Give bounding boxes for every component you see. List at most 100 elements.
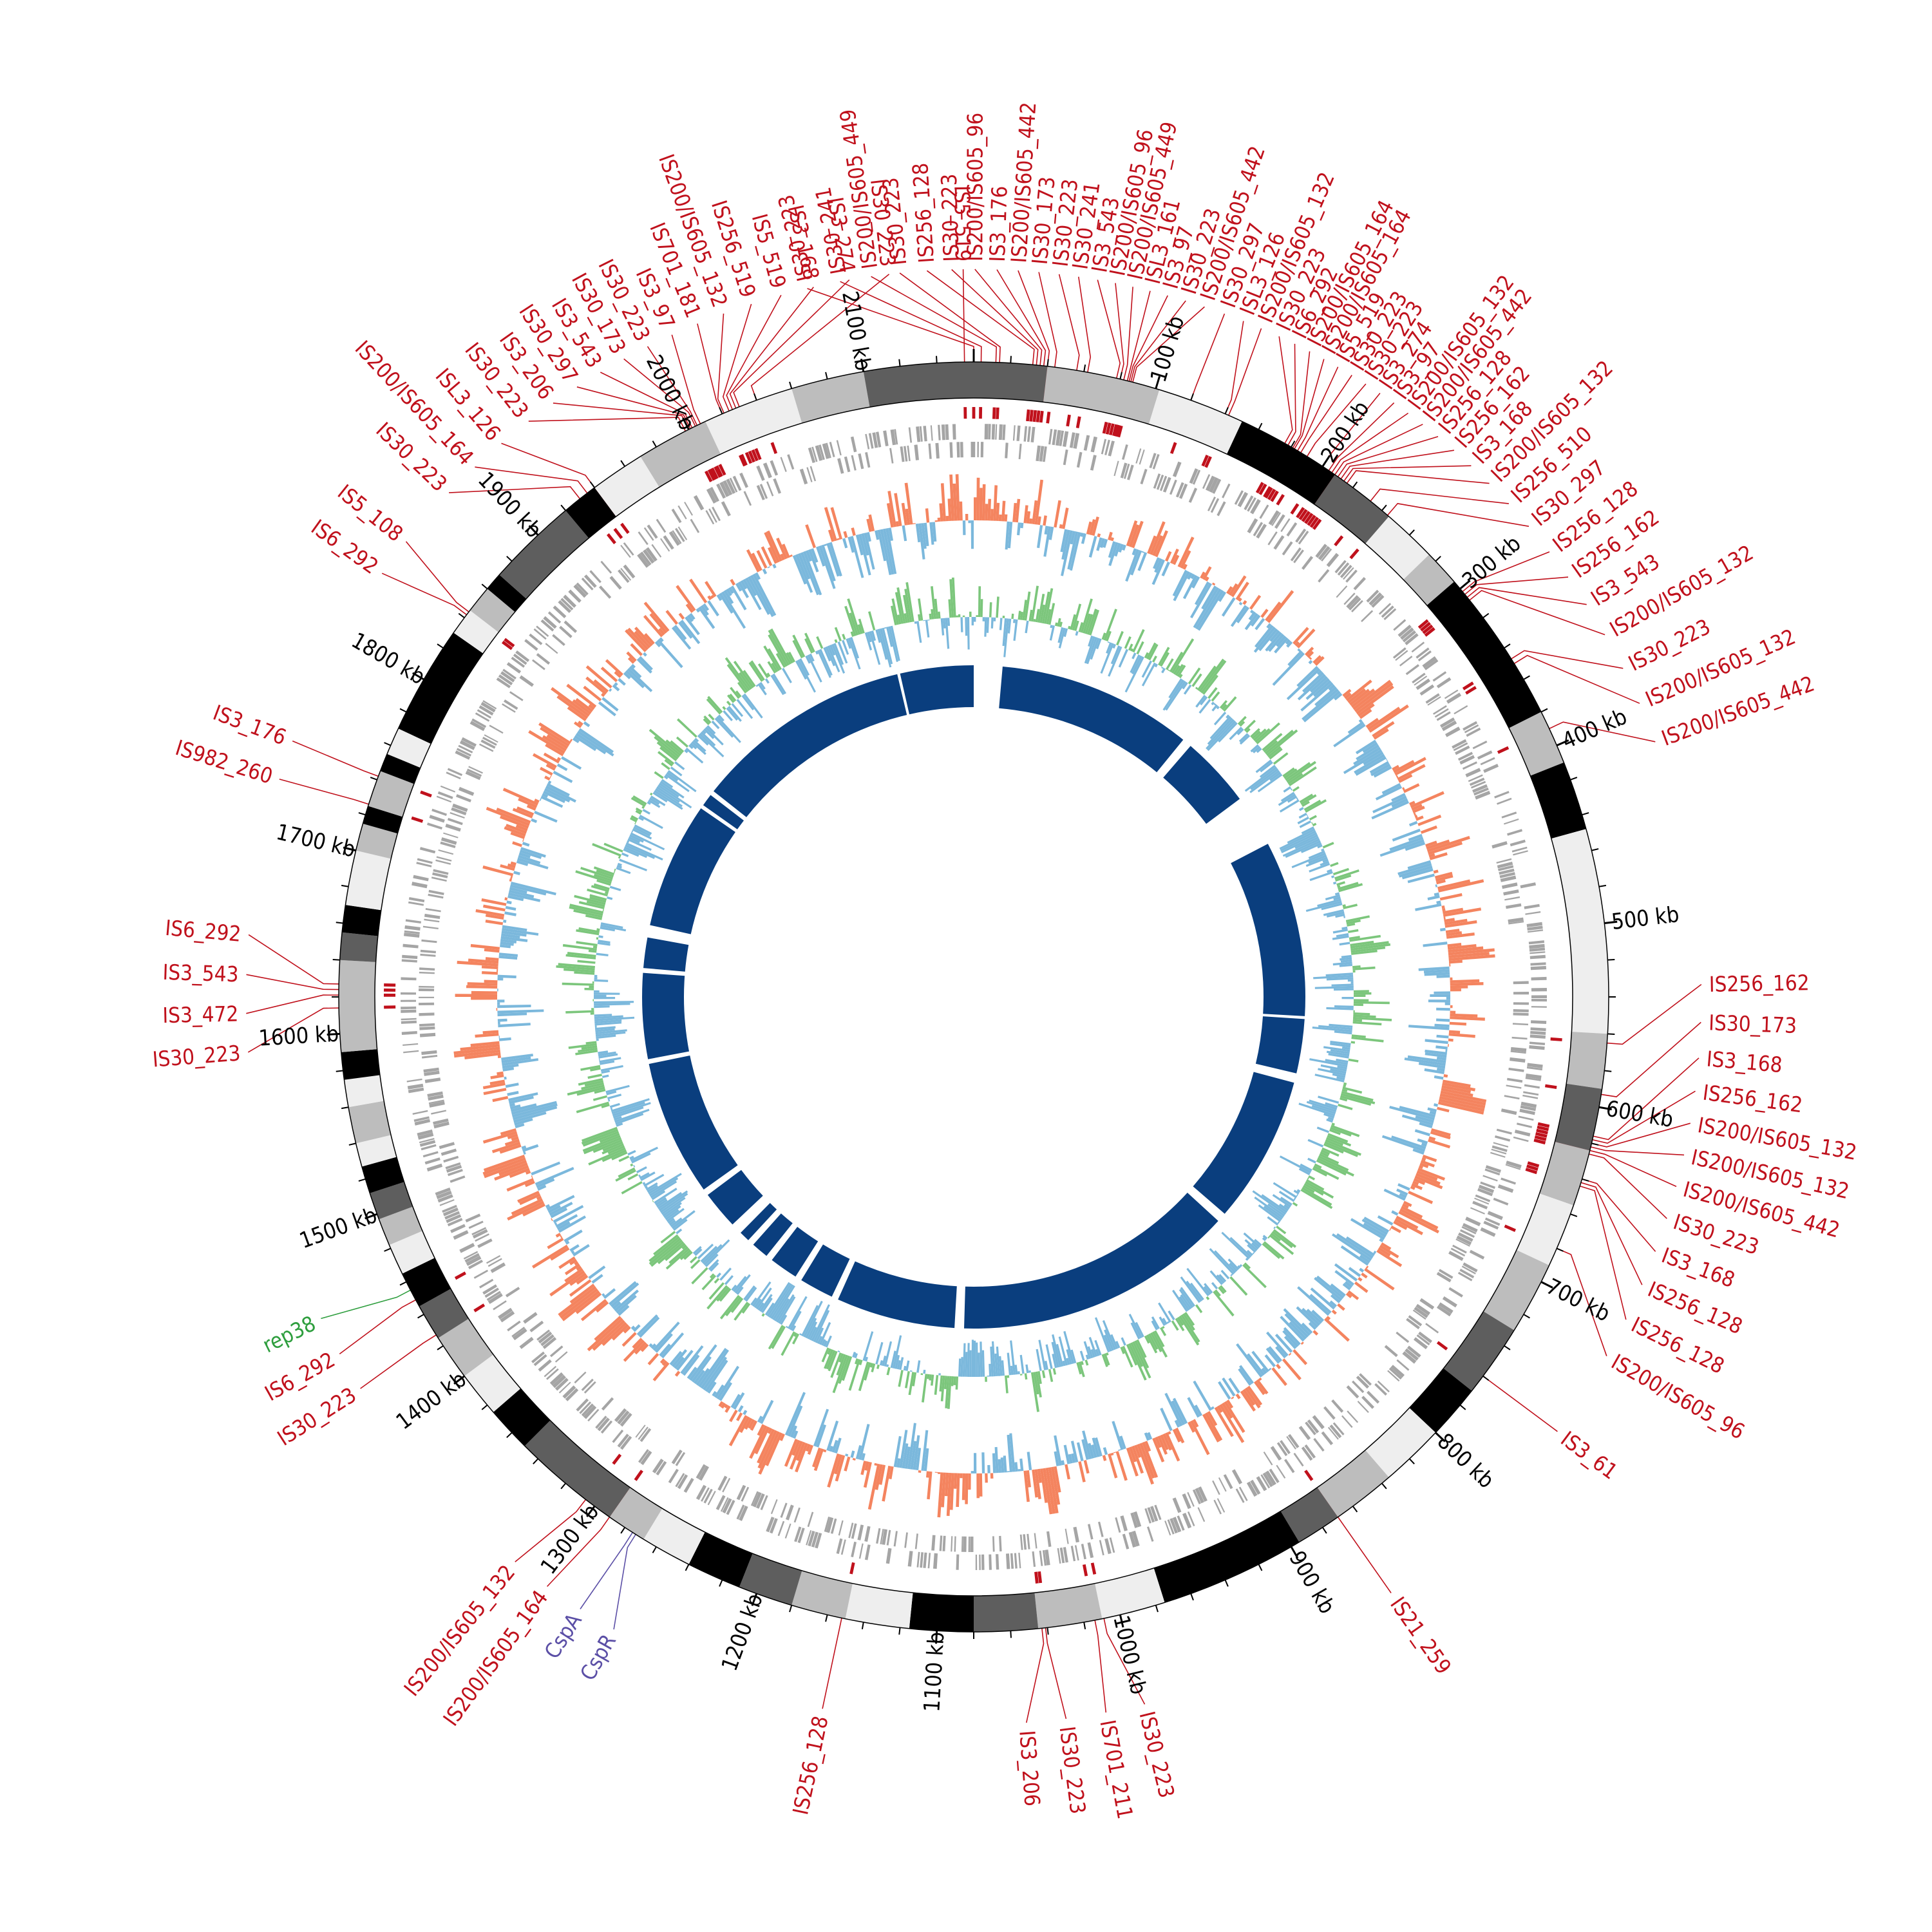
- gc-content-bar: [1343, 904, 1358, 909]
- cds-feature: [416, 862, 432, 867]
- gc-content-bar: [1186, 1267, 1209, 1296]
- cds-feature: [413, 875, 429, 882]
- is-element-mark: [1270, 490, 1279, 502]
- gc-skew-bar: [1296, 1306, 1319, 1328]
- gc-content-bar: [1251, 730, 1261, 740]
- cds-feature: [1170, 1518, 1178, 1534]
- gc-content-bar: [1289, 766, 1317, 786]
- gc-content-bar: [1219, 1285, 1227, 1293]
- gc-skew-bar: [1268, 1367, 1272, 1371]
- cds-feature: [1273, 535, 1285, 550]
- cds-feature: [545, 643, 558, 654]
- cds-feature: [851, 455, 857, 471]
- gc-skew-bar: [850, 536, 864, 578]
- gc-skew-bar: [1448, 954, 1495, 961]
- gc-skew-bar: [1401, 868, 1434, 880]
- gc-skew-bar: [1343, 749, 1383, 774]
- gc-content-bar: [1220, 1269, 1230, 1280]
- scale-tick: [365, 1213, 377, 1220]
- gc-skew-bar: [471, 997, 497, 1000]
- cds-feature: [552, 634, 565, 646]
- gc-content-bar: [1244, 719, 1256, 732]
- gc-content-bar: [834, 639, 838, 643]
- gc-content-bar: [974, 1340, 976, 1378]
- cds-feature: [1497, 797, 1512, 805]
- gc-content-bar: [1278, 1203, 1289, 1211]
- gc-skew-bar: [638, 656, 653, 671]
- gc-skew-bar: [1076, 1442, 1084, 1461]
- cds-feature: [949, 442, 953, 458]
- scale-tick: [358, 812, 366, 816]
- scale-tick: [825, 1615, 828, 1622]
- cds-feature: [617, 1410, 630, 1425]
- gc-content-bar: [761, 1297, 773, 1313]
- cds-feature: [412, 1110, 428, 1115]
- cds-feature: [1393, 619, 1406, 631]
- scale-label: 600 kb: [1604, 1095, 1676, 1133]
- cds-feature: [609, 576, 622, 590]
- gc-skew-bar: [1448, 1030, 1461, 1034]
- ideogram-band: [1227, 421, 1335, 505]
- gc-skew-bar: [845, 1454, 849, 1457]
- cds-feature: [614, 1408, 627, 1423]
- scale-tick: [1258, 1564, 1263, 1571]
- cds-feature: [1329, 1425, 1342, 1439]
- cds-feature: [1492, 841, 1508, 849]
- gc-content-bar: [702, 730, 706, 735]
- cds-feature: [1209, 477, 1219, 493]
- gc-skew-bar: [985, 504, 989, 521]
- gc-content-bar: [1024, 591, 1031, 621]
- is-element-mark: [1296, 507, 1305, 518]
- gc-skew-bar: [947, 498, 952, 521]
- gc-skew-bar: [689, 578, 708, 603]
- gc-content-bar: [660, 1231, 676, 1244]
- gc-skew-bar: [874, 1463, 878, 1466]
- is-element-mark: [1537, 1122, 1550, 1128]
- gc-skew-bar: [544, 775, 551, 781]
- cds-feature: [1340, 565, 1352, 578]
- cds-feature: [1506, 1084, 1522, 1089]
- cds-feature: [1368, 592, 1383, 606]
- gc-content-bar: [1237, 1265, 1241, 1269]
- gc-skew-bar: [1309, 676, 1328, 693]
- gc-content-bar: [940, 1376, 945, 1401]
- gc-content-bar: [627, 1150, 636, 1156]
- gc-content-bar: [1002, 616, 1005, 618]
- gc-content-bar: [1083, 1341, 1092, 1359]
- gc-skew-bar: [921, 523, 927, 549]
- gc-skew-bar: [1368, 704, 1409, 733]
- cds-feature: [639, 551, 652, 566]
- gc-content-bar: [895, 1354, 900, 1369]
- gc-content-bar: [918, 598, 923, 621]
- gc-skew-bar: [1443, 916, 1446, 920]
- gc-skew-bar: [513, 1112, 547, 1123]
- gc-content-bar: [598, 940, 611, 944]
- gc-content-bar: [583, 1137, 621, 1155]
- gc-skew-bar: [1312, 1330, 1319, 1336]
- gc-skew-bar: [990, 1473, 994, 1479]
- gc-skew-bar: [1019, 1458, 1024, 1472]
- gc-content-bar: [591, 1008, 594, 1010]
- gc-content-bar: [1309, 862, 1331, 873]
- gc-skew-bar: [558, 1215, 586, 1233]
- cds-feature: [450, 1224, 466, 1233]
- gc-content-bar: [1255, 759, 1272, 773]
- gc-content-bar: [568, 1043, 597, 1049]
- gc-content-bar: [1106, 630, 1112, 641]
- gc-content-bar: [1342, 1086, 1363, 1094]
- is-element-mark: [1533, 1139, 1546, 1145]
- cds-feature: [638, 1426, 649, 1440]
- gc-content-bar: [714, 717, 734, 738]
- gc-content-bar: [1245, 728, 1251, 734]
- cds-feature: [1135, 448, 1142, 464]
- cds-feature: [1497, 862, 1513, 869]
- cds-feature: [419, 1138, 435, 1144]
- gc-content-bar: [1216, 1274, 1225, 1284]
- cds-feature: [1250, 1479, 1261, 1495]
- gc-content-bar: [989, 1363, 992, 1377]
- cds-feature: [1461, 1226, 1477, 1235]
- cds-feature: [1512, 1023, 1528, 1026]
- cds-feature: [401, 1018, 417, 1021]
- gc-content-bar: [1135, 1321, 1144, 1338]
- gc-skew-bar: [1173, 1397, 1188, 1425]
